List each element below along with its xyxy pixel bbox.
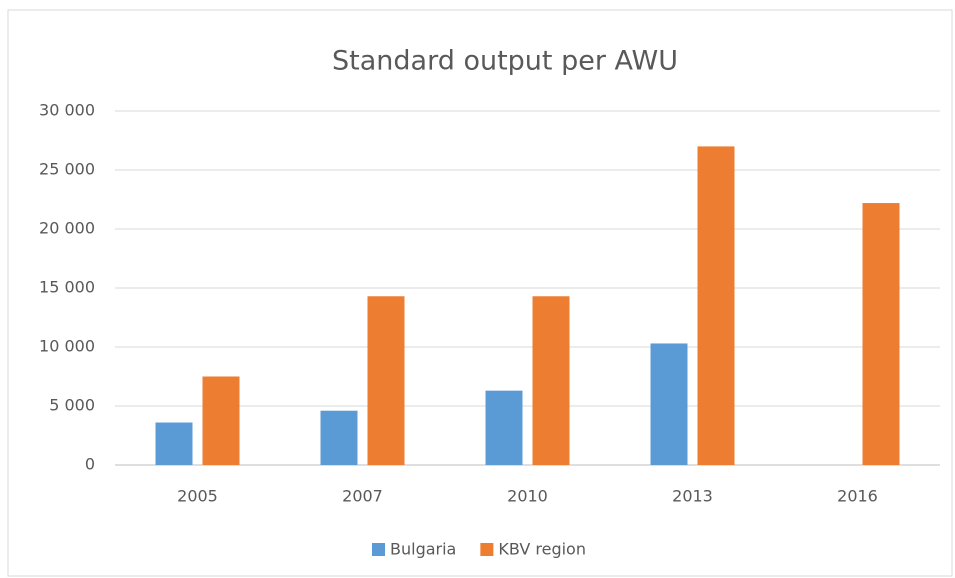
y-tick-label: 10 000 — [39, 337, 95, 356]
legend-label: KBV region — [498, 540, 586, 559]
bar — [155, 422, 193, 465]
legend-label: Bulgaria — [390, 540, 456, 559]
x-tick-label: 2007 — [342, 487, 383, 506]
x-tick-label: 2016 — [837, 487, 878, 506]
bar — [532, 296, 570, 465]
chart-title: Standard output per AWU — [332, 46, 678, 77]
y-tick-label: 5 000 — [49, 396, 95, 415]
bar — [650, 343, 688, 465]
legend-swatch — [372, 543, 385, 556]
legend-swatch — [480, 543, 494, 556]
bar — [202, 376, 240, 465]
y-tick-label: 0 — [85, 455, 95, 474]
x-tick-label: 2013 — [672, 487, 713, 506]
y-tick-label: 15 000 — [39, 278, 95, 297]
x-tick-label: 2010 — [507, 487, 548, 506]
x-tick-label: 2005 — [177, 487, 218, 506]
chart-frame — [7, 9, 953, 577]
y-tick-label: 20 000 — [39, 219, 95, 238]
bar — [697, 146, 735, 465]
bar — [367, 296, 405, 465]
bar — [862, 203, 900, 466]
y-tick-label: 25 000 — [39, 160, 95, 179]
bar — [320, 410, 358, 465]
bar — [485, 390, 523, 465]
y-tick-label: 30 000 — [39, 101, 95, 120]
